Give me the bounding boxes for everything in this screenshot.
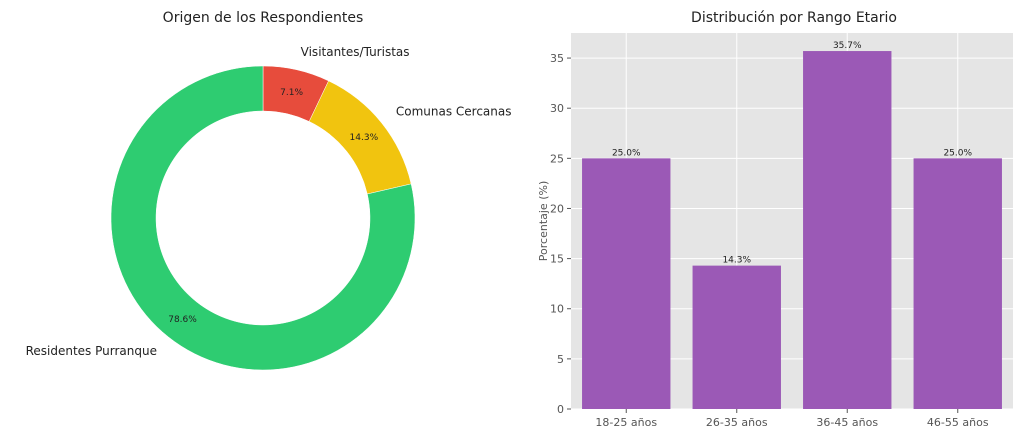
bar-chart: Distribución por Rango Etario 25.0% 14.3%…	[537, 10, 1013, 429]
y-tick-label: 35	[550, 52, 564, 65]
bar-title: Distribución por Rango Etario	[691, 10, 897, 26]
y-axis-label: Porcentaje (%)	[537, 181, 550, 261]
x-tick-label: 26-35 años	[706, 416, 768, 429]
bar-18-25-a-os	[582, 158, 671, 409]
pie-pct-label: 7.1%	[280, 88, 303, 98]
pie-title: Origen de los Respondientes	[163, 10, 364, 26]
pie-label-residentes-purranque: Residentes Purranque	[26, 344, 157, 358]
donut-chart: Origen de los Respondientes 7.1% Visitant…	[26, 10, 512, 371]
y-tick-label: 5	[557, 353, 564, 366]
y-axis-ticks: 0 5 10 15 20 25 30 35	[550, 52, 571, 416]
y-tick-label: 10	[550, 303, 564, 316]
bar-46-55-a-os	[913, 158, 1002, 409]
bars: 25.0% 14.3% 35.7% 25.0%	[582, 41, 1002, 409]
y-tick-label: 15	[550, 253, 564, 266]
bar-value-label: 35.7%	[833, 41, 862, 51]
bar-value-label: 14.3%	[722, 256, 751, 266]
x-tick-label: 18-25 años	[595, 416, 657, 429]
pie-slice-residentes-purranque	[110, 65, 416, 371]
y-tick-label: 30	[550, 102, 564, 115]
pie-label-visitantes-turistas: Visitantes/Turistas	[301, 45, 410, 59]
pie-pct-label: 78.6%	[168, 315, 197, 325]
bar-value-label: 25.0%	[612, 148, 641, 158]
y-tick-label: 20	[550, 202, 564, 215]
pie-slices: 7.1% Visitantes/Turistas 14.3% Comunas Cerc…	[26, 45, 512, 371]
bar-36-45-a-os	[803, 51, 892, 409]
pie-pct-label: 14.3%	[350, 133, 379, 143]
bar-26-35-a-os	[692, 265, 781, 409]
x-tick-label: 46-55 años	[927, 416, 989, 429]
y-tick-label: 25	[550, 152, 564, 165]
bar-value-label: 25.0%	[943, 148, 972, 158]
pie-label-comunas-cercanas: Comunas Cercanas	[396, 105, 512, 119]
x-axis-ticks: 18-25 años 26-35 años 36-45 años 46-55 años	[595, 409, 989, 429]
x-tick-label: 36-45 años	[816, 416, 878, 429]
y-tick-label: 0	[557, 403, 564, 416]
